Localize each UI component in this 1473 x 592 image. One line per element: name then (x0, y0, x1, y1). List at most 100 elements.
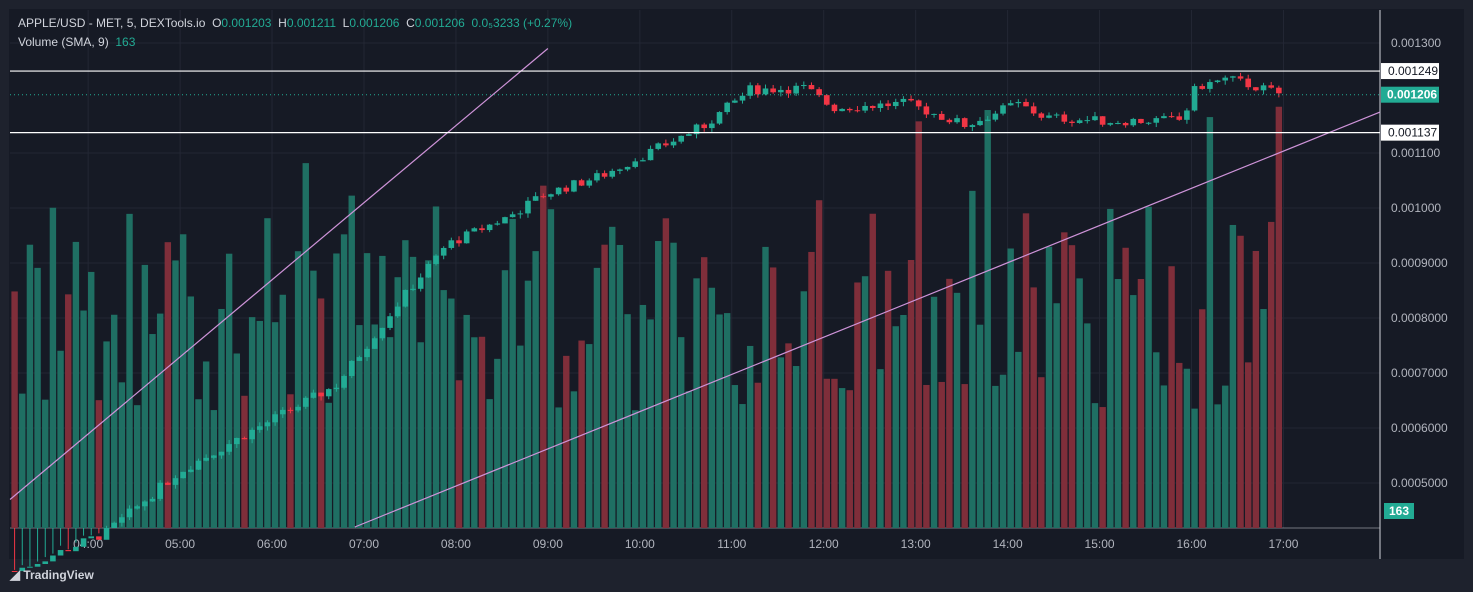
candle-body (356, 357, 363, 361)
candle-body (256, 426, 263, 430)
time-tick-label: 12:00 (809, 537, 839, 551)
candle-body (655, 143, 662, 149)
volume-bar (601, 244, 608, 528)
low-value: 0.001206 (349, 16, 400, 30)
candle-body (885, 103, 891, 107)
volume-bar (1053, 303, 1060, 528)
price-legend: APPLE/USD - MET, 5, DEXTools.io O0.00120… (18, 16, 573, 30)
volume-bar (494, 358, 501, 528)
candle-body (969, 125, 976, 127)
candle-body (1000, 105, 1006, 114)
time-tick-label: 11:00 (717, 537, 746, 551)
candle-body (785, 89, 792, 94)
candle-body (96, 536, 102, 540)
candle-body (701, 124, 707, 129)
volume-bar (1122, 247, 1129, 528)
price-tick-label: 0.0009000 (1391, 256, 1448, 270)
volume-bar (946, 278, 953, 528)
volume-bar (746, 345, 754, 528)
volume-bar (884, 270, 892, 528)
candle-body (188, 469, 194, 472)
volume-label[interactable]: Volume (SMA, 9) (18, 35, 109, 49)
volume-bar (624, 314, 631, 528)
volume-bar (49, 207, 57, 529)
volume-bar (371, 324, 378, 528)
volume-bar (440, 290, 447, 528)
volume-bar (394, 277, 401, 528)
candle-body (1069, 121, 1075, 123)
candle-body (555, 187, 562, 195)
volume-bar (1114, 279, 1122, 528)
volume-bar (80, 310, 87, 528)
volume-bar (88, 271, 95, 528)
symbol-title[interactable]: APPLE/USD - MET, 5, DEXTools.io (18, 16, 206, 30)
volume-bar (455, 380, 463, 528)
candle-body (142, 501, 148, 507)
volume-bar (762, 246, 769, 528)
volume-bar (156, 313, 164, 528)
volume-bar (11, 291, 18, 528)
volume-bar (1214, 404, 1221, 528)
time-tick-label: 09:00 (533, 537, 563, 551)
volume-bar (133, 405, 141, 528)
time-tick-label: 10:00 (625, 537, 655, 551)
candle-body (287, 409, 294, 411)
volume-legend: Volume (SMA, 9) 163 (18, 35, 572, 49)
volume-bar (1229, 224, 1237, 528)
volume-bar (1030, 287, 1037, 528)
candle-body (440, 247, 447, 256)
candle-body (640, 160, 646, 162)
volume-bar (869, 213, 876, 528)
candle-body (456, 240, 462, 244)
volume-bar (172, 260, 179, 528)
candle-body (410, 288, 416, 290)
candle-body (272, 414, 278, 423)
candle-body (678, 135, 685, 142)
candle-body (770, 88, 776, 93)
volume-bar (731, 385, 739, 528)
volume-bar (402, 240, 409, 528)
candle-body (831, 104, 838, 112)
volume-bar (509, 218, 516, 528)
volume-bar (708, 287, 716, 528)
candle-body (938, 113, 945, 120)
time-tick-label: 17:00 (1268, 537, 1298, 551)
candle-body (1092, 116, 1098, 121)
volume-bar (287, 394, 294, 528)
candle-body (279, 409, 286, 415)
logo-icon: ◢ (10, 567, 20, 582)
volume-bar (823, 378, 830, 528)
volume-bar (524, 280, 532, 528)
candle-body (862, 105, 868, 111)
candle-body (1237, 76, 1244, 79)
candle-body (1053, 114, 1060, 116)
volume-bar (1007, 248, 1014, 528)
volume-bar (501, 270, 509, 528)
tradingview-logo[interactable]: ◢ TradingView (10, 567, 94, 582)
volume-bar (164, 242, 172, 528)
volume-bar (463, 314, 470, 528)
time-tick-label: 13:00 (901, 537, 931, 551)
volume-bar (141, 264, 149, 528)
volume-bar (769, 267, 777, 528)
candle-body (203, 457, 209, 461)
candle-body (264, 422, 271, 427)
volume-bar (1107, 208, 1114, 528)
candle-body (302, 397, 309, 407)
volume-bar (179, 234, 187, 528)
candle-body (394, 306, 401, 317)
volume-bar (907, 260, 915, 528)
candle-body (463, 231, 470, 244)
volume-bar (540, 185, 547, 528)
volume-bar (1153, 352, 1160, 528)
volume-bar (1275, 106, 1283, 528)
candle-body (762, 88, 769, 95)
candle-body (686, 134, 692, 136)
volume-bar (65, 294, 72, 528)
volume-bar (95, 400, 103, 528)
volume-bar (953, 292, 961, 528)
candle-body (1023, 101, 1029, 107)
candle-body (226, 444, 232, 452)
